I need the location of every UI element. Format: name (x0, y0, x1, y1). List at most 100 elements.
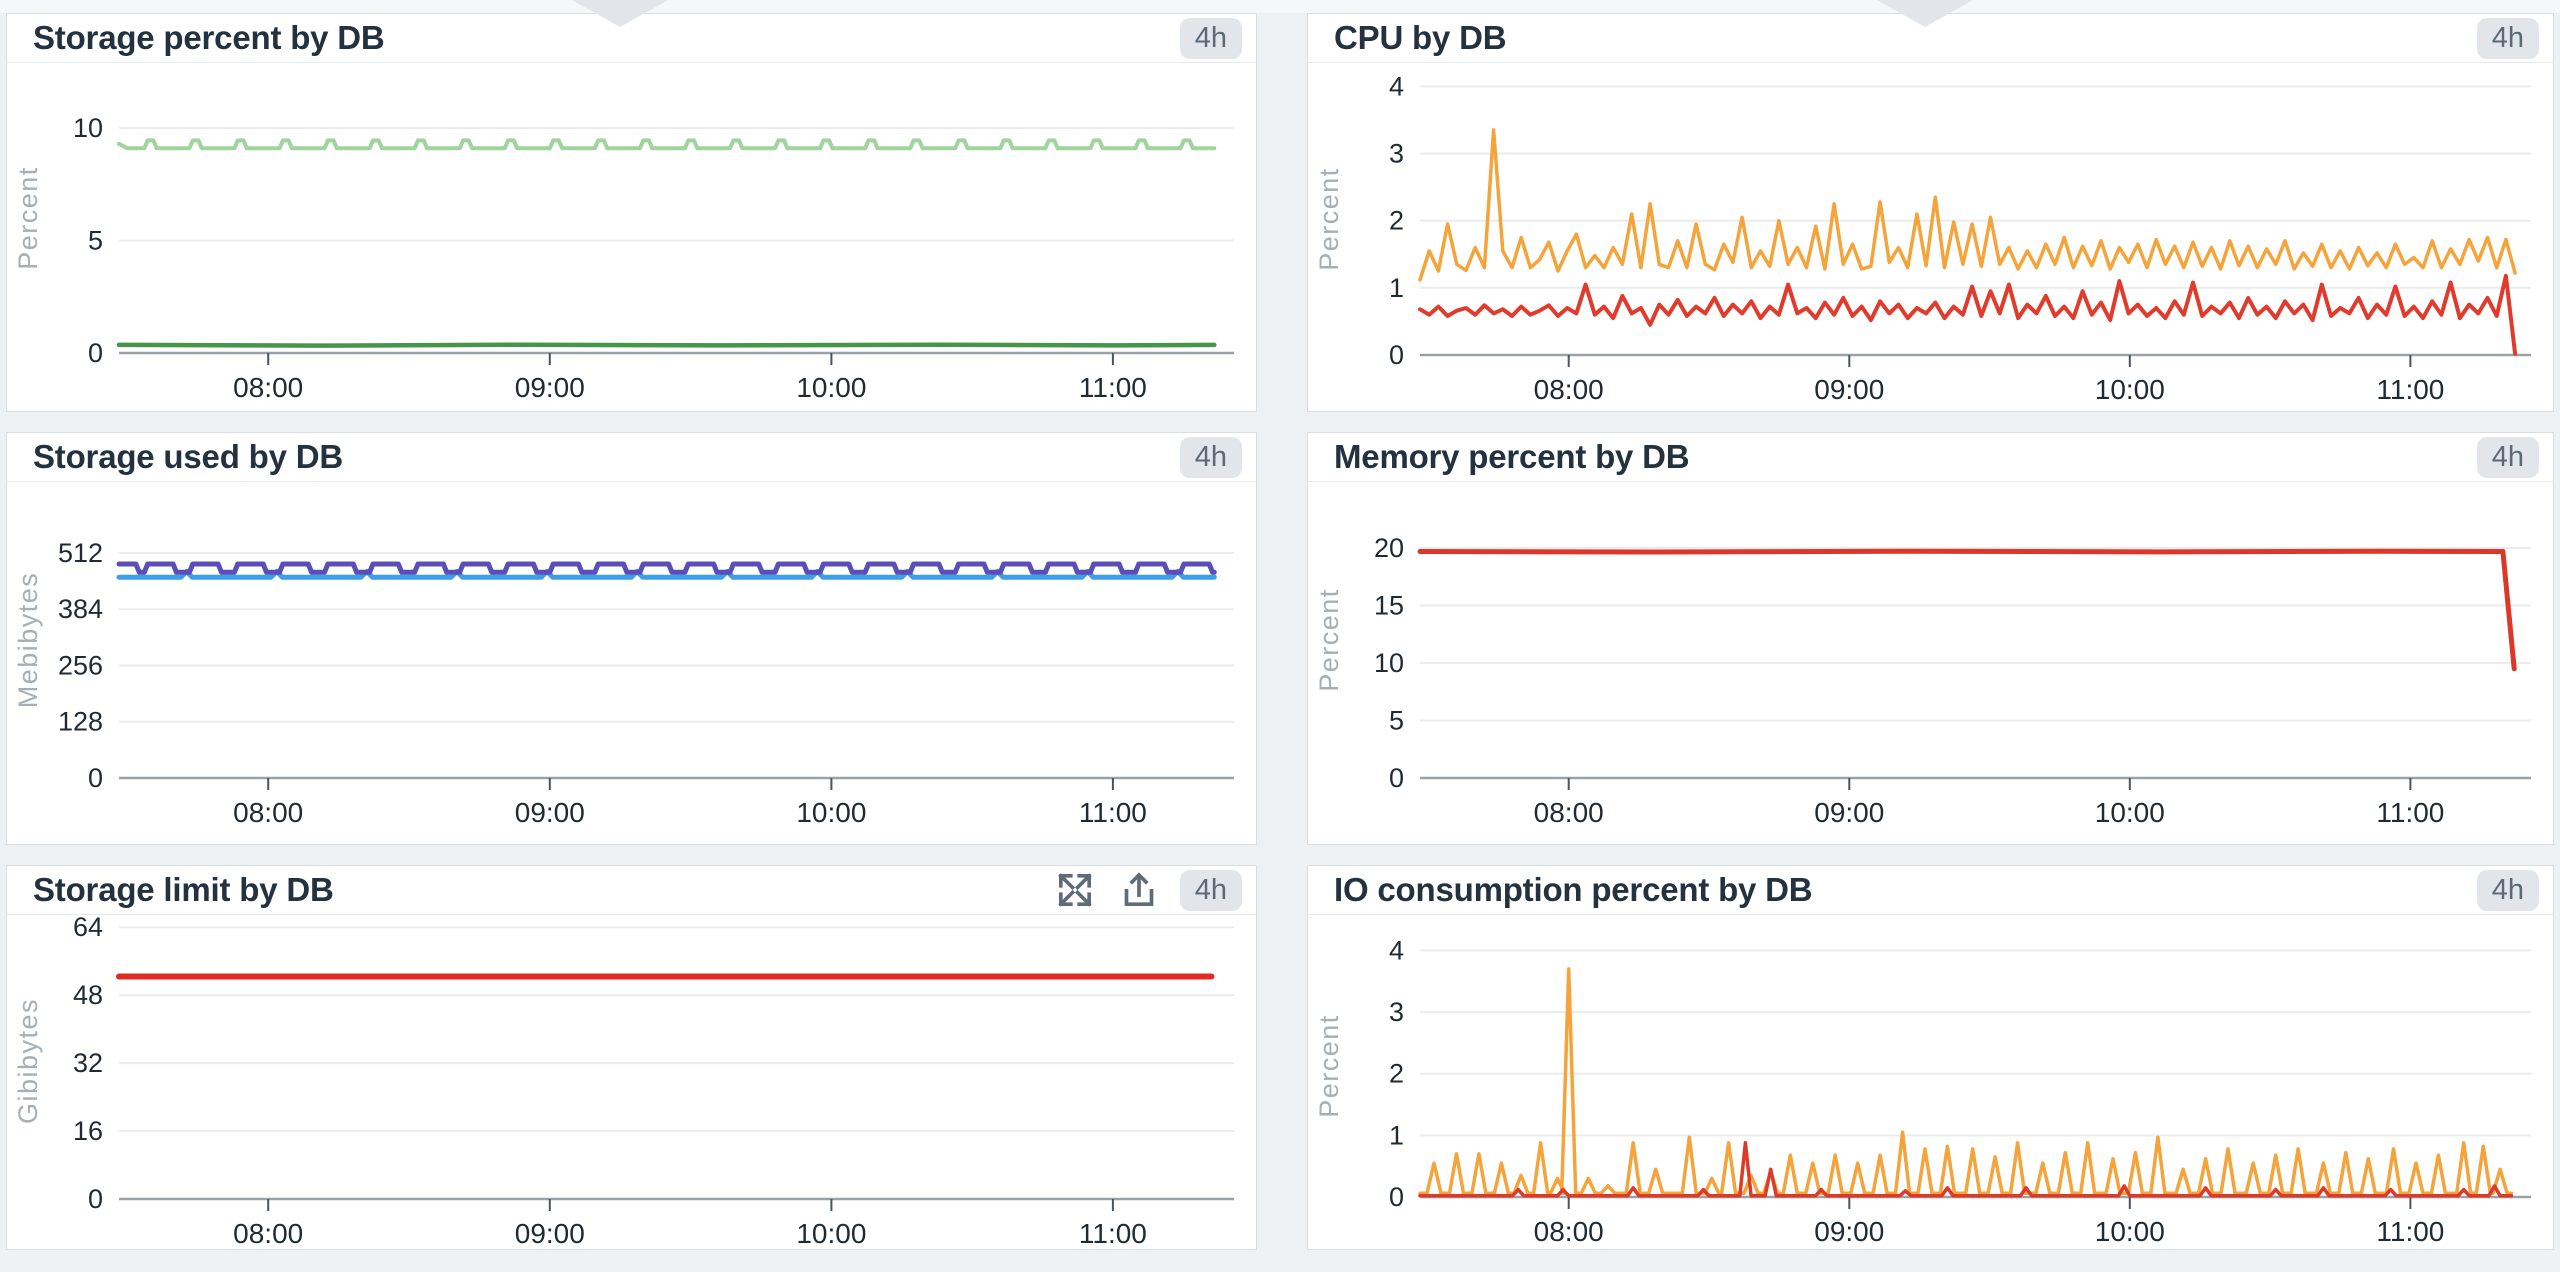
cpu-chart[interactable]: 0 1 2 3 4 08:00 09:00 10:00 11:00 Percent (1308, 63, 2553, 411)
panel-header: IO consumption percent by DB 4h (1308, 866, 2553, 915)
panel-storage-used: Storage used by DB 4h 0 128 256 384 512 08:00… (6, 432, 1257, 845)
storage-percent-chart[interactable]: 0 5 10 08:00 09:00 10:00 11:00 Percent (7, 63, 1256, 411)
x-tick-label: 09:00 (1814, 374, 1884, 405)
x-tick-label: 08:00 (1534, 1216, 1604, 1247)
y-tick-label: 15 (1374, 591, 1404, 621)
panel-memory-percent: Memory percent by DB 4h 0 5 10 15 20 08:00 09:… (1307, 432, 2554, 845)
y-axis-title: Percent (1314, 588, 1344, 692)
panel-actions (1054, 869, 1160, 911)
panel-io-consumption: IO consumption percent by DB 4h 0 1 2 3 4 08:… (1307, 865, 2554, 1250)
series-db-1 (1418, 967, 2514, 1196)
x-tick-label: 09:00 (515, 797, 585, 828)
x-tick-label: 10:00 (2095, 374, 2165, 405)
series-db-1 (1418, 128, 2517, 282)
y-axis-title: Percent (1314, 167, 1344, 271)
series-db-2 (1418, 273, 2518, 356)
section-pointer-triangle (572, 0, 668, 27)
chart-body: 0 1 2 3 4 08:00 09:00 10:00 11:00 Percent (1308, 915, 2553, 1249)
x-tick-label: 08:00 (1534, 797, 1604, 828)
x-tick-label: 11:00 (2376, 1216, 2444, 1247)
x-tick-label: 08:00 (1534, 374, 1604, 405)
memory-percent-chart[interactable]: 0 5 10 15 20 08:00 09:00 10:00 11:00 Percent (1308, 482, 2553, 844)
panel-header: Storage limit by DB 4h (7, 866, 1256, 915)
y-tick-label: 10 (1374, 648, 1404, 678)
series-db-2 (116, 568, 1217, 580)
expand-icon (1057, 873, 1092, 907)
y-tick-label: 0 (88, 1184, 103, 1214)
time-range-badge[interactable]: 4h (1179, 17, 1242, 59)
time-range-badge[interactable]: 4h (1179, 869, 1242, 911)
x-tick-label: 10:00 (796, 372, 866, 403)
x-tick-label: 10:00 (2095, 1216, 2165, 1247)
storage-limit-chart[interactable]: 0 16 32 48 64 08:00 09:00 10:00 11:00 Gibibytes (7, 915, 1256, 1249)
share-button[interactable] (1118, 869, 1160, 911)
panel-header: Memory percent by DB 4h (1308, 433, 2553, 482)
y-tick-label: 0 (1389, 1182, 1404, 1212)
y-tick-label: 10 (73, 113, 103, 143)
x-tick-label: 08:00 (233, 797, 303, 828)
x-tick-label: 09:00 (515, 1218, 585, 1249)
dashboard-grid: Storage percent by DB 4h 0 5 10 08:00 09:00 1… (6, 13, 2554, 1250)
x-tick-label: 09:00 (1814, 797, 1884, 828)
storage-used-chart[interactable]: 0 128 256 384 512 08:00 09:00 10:00 11:00 Mebibyt… (7, 482, 1256, 844)
series-db-2 (116, 342, 1217, 348)
panel-title: Storage limit by DB (33, 871, 334, 908)
panel-title: Memory percent by DB (1334, 438, 1690, 475)
y-tick-label: 48 (73, 980, 103, 1010)
y-tick-label: 64 (73, 915, 103, 942)
panel-cpu: CPU by DB 4h 0 1 2 3 4 08:00 09:00 10:00 11:00 Pe… (1307, 13, 2554, 412)
x-tick-label: 10:00 (2095, 797, 2165, 828)
panel-storage-percent: Storage percent by DB 4h 0 5 10 08:00 09:00 1… (6, 13, 1257, 412)
y-tick-label: 5 (1389, 706, 1404, 736)
y-axis-title: Gibibytes (13, 998, 43, 1124)
y-tick-label: 1 (1389, 273, 1404, 303)
time-range-badge[interactable]: 4h (2476, 436, 2539, 478)
panel-header: CPU by DB 4h (1308, 14, 2553, 63)
y-tick-label: 0 (1389, 763, 1404, 793)
y-tick-label: 2 (1389, 1059, 1404, 1089)
share-icon (1124, 872, 1154, 906)
x-tick-label: 09:00 (1814, 1216, 1884, 1247)
panel-title: Storage percent by DB (33, 19, 385, 56)
x-tick-label: 08:00 (233, 1218, 303, 1249)
y-tick-label: 0 (88, 338, 103, 368)
panel-title: IO consumption percent by DB (1334, 871, 1813, 908)
x-tick-label: 11:00 (2376, 374, 2444, 405)
x-tick-label: 10:00 (796, 1218, 866, 1249)
section-pointer-triangle (1877, 0, 1973, 27)
panel-storage-limit: Storage limit by DB 4h (6, 865, 1257, 1250)
y-tick-label: 4 (1389, 935, 1404, 965)
y-tick-label: 512 (58, 538, 103, 568)
x-tick-label: 11:00 (1079, 797, 1147, 828)
expand-button[interactable] (1054, 869, 1096, 911)
series-db-1 (116, 561, 1217, 575)
io-consumption-chart[interactable]: 0 1 2 3 4 08:00 09:00 10:00 11:00 Percent (1308, 915, 2553, 1249)
series-db-1 (1417, 548, 2517, 672)
y-tick-label: 128 (58, 707, 103, 737)
chart-body: 0 5 10 08:00 09:00 10:00 11:00 Percent (7, 63, 1256, 411)
x-tick-label: 11:00 (1079, 372, 1147, 403)
y-tick-label: 0 (1389, 340, 1404, 370)
series-db-2 (1418, 1141, 2514, 1198)
y-axis-title: Percent (1314, 1014, 1344, 1118)
panel-header: Storage used by DB 4h (7, 433, 1256, 482)
x-tick-label: 10:00 (796, 797, 866, 828)
time-range-badge[interactable]: 4h (1179, 436, 1242, 478)
y-tick-label: 16 (73, 1116, 103, 1146)
x-tick-label: 11:00 (1079, 1218, 1147, 1249)
panel-title: Storage used by DB (33, 438, 343, 475)
top-strip (0, 0, 2560, 13)
y-tick-label: 256 (58, 651, 103, 681)
chart-body: 0 1 2 3 4 08:00 09:00 10:00 11:00 Percent (1308, 63, 2553, 411)
chart-body: 0 16 32 48 64 08:00 09:00 10:00 11:00 Gibibytes (7, 915, 1256, 1249)
x-tick-label: 11:00 (2376, 797, 2444, 828)
y-tick-label: 3 (1389, 139, 1404, 169)
time-range-badge[interactable]: 4h (2476, 869, 2539, 911)
y-axis-title: Percent (13, 166, 43, 270)
time-range-badge[interactable]: 4h (2476, 17, 2539, 59)
series-db-1 (117, 138, 1217, 151)
y-tick-label: 2 (1389, 206, 1404, 236)
y-tick-label: 0 (88, 763, 103, 793)
y-axis-title: Mebibytes (13, 572, 43, 709)
y-tick-label: 5 (88, 226, 103, 256)
